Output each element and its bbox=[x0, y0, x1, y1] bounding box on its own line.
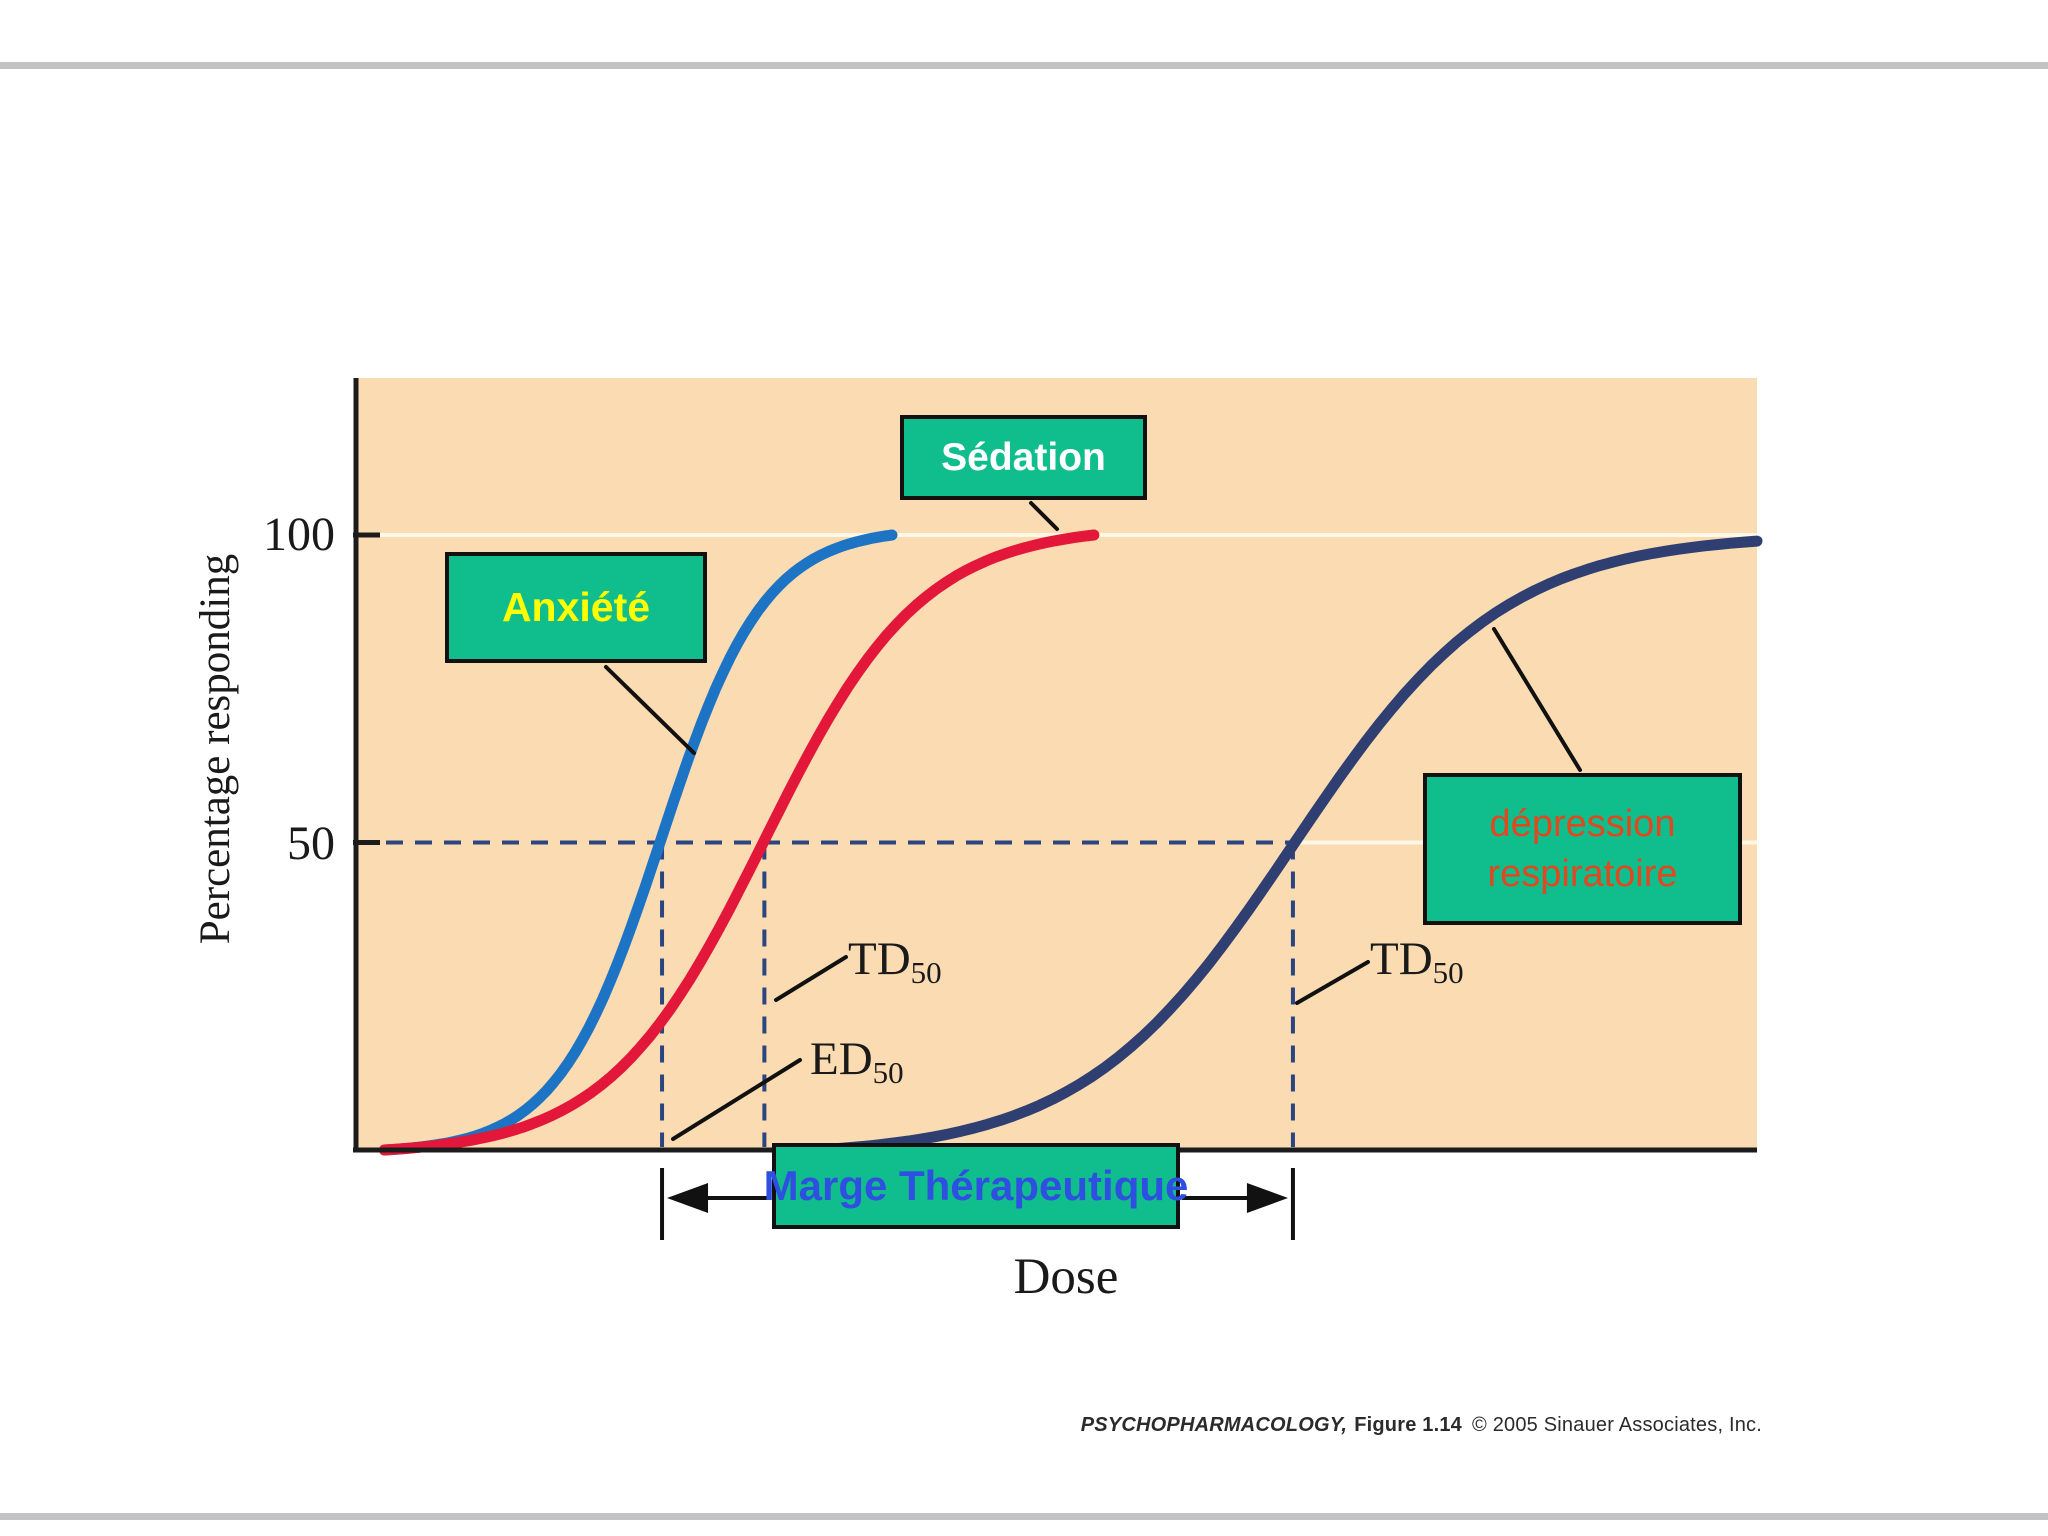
figure-attribution: PSYCHOPHARMACOLOGY, Figure 1.14 © 2005 Sin… bbox=[1000, 1414, 1762, 1437]
td50-sedation-leader-line bbox=[774, 955, 848, 1002]
sedation-leader-line bbox=[1029, 501, 1059, 531]
depression-leader-line bbox=[1492, 627, 1582, 772]
dose-annotation-dashed-lines bbox=[357, 840, 1295, 1147]
sedation-callout-box: Sédation bbox=[900, 415, 1147, 500]
attribution-book-title: PSYCHOPHARMACOLOGY, bbox=[1080, 1414, 1348, 1436]
td50-sedation-main: TD bbox=[848, 933, 911, 985]
ytick-100: 100 bbox=[263, 508, 335, 561]
attribution-copyright: © 2005 Sinauer Associates, Inc. bbox=[1472, 1414, 1762, 1436]
x-axis-label: Dose bbox=[1013, 1249, 1119, 1305]
td50-sedation-sub: 50 bbox=[910, 955, 942, 990]
therapeutic-margin-arrow bbox=[660, 1168, 1295, 1240]
anxiete-callout-label: Anxiété bbox=[501, 584, 651, 630]
margin-right-arrowhead bbox=[1246, 1183, 1288, 1213]
therapeutic-margin-box: Marge Thérapeutique bbox=[764, 1143, 1188, 1229]
attribution-figure-number: Figure 1.14 bbox=[1354, 1414, 1462, 1436]
curve-sedation bbox=[378, 529, 1100, 1156]
td50-respiratory-label: TD50 bbox=[1370, 932, 1464, 988]
sedation-callout-label: Sédation bbox=[941, 435, 1106, 479]
td50-sedation-label: TD50 bbox=[848, 932, 942, 988]
leader-lines bbox=[604, 501, 1582, 1141]
curve-respiratory-depression bbox=[812, 535, 1763, 1156]
td50-respiratory-sub: 50 bbox=[1432, 955, 1464, 990]
slide-bottom-border bbox=[0, 1513, 2048, 1520]
depression-callout-box: dépression respiratoire bbox=[1423, 773, 1742, 925]
ed50-label: ED50 bbox=[810, 1032, 904, 1088]
margin-left-arrowhead bbox=[667, 1183, 709, 1213]
ytick-50: 50 bbox=[287, 817, 335, 870]
td50-respiratory-main: TD bbox=[1370, 933, 1433, 985]
anxiete-callout-box: Anxiété bbox=[445, 552, 707, 663]
y-axis-label: Percentage responding bbox=[192, 553, 239, 945]
anxiete-leader-line bbox=[604, 665, 696, 755]
td50-respiratory-leader-line bbox=[1295, 960, 1370, 1005]
depression-callout-line1: dépression bbox=[1489, 802, 1676, 845]
ed50-sub: 50 bbox=[872, 1055, 904, 1090]
depression-callout-line2: respiratoire bbox=[1487, 853, 1678, 895]
ed50-main: ED bbox=[810, 1033, 873, 1085]
ed50-leader-line bbox=[671, 1058, 802, 1141]
slide-top-border bbox=[0, 62, 2048, 69]
dose-response-curves bbox=[378, 529, 1763, 1156]
therapeutic-margin-label: Marge Thérapeutique bbox=[763, 1162, 1189, 1209]
